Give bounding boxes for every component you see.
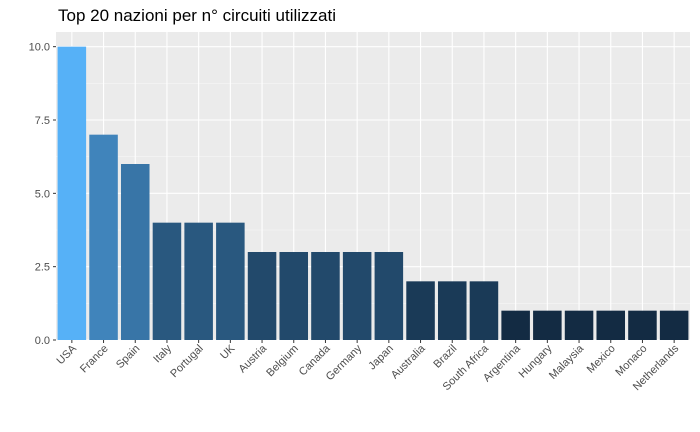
x-tick-label: Italy	[151, 342, 174, 365]
bar	[342, 252, 372, 340]
x-tick-label: Portugal	[168, 343, 205, 380]
x-tick-label: Australia	[389, 342, 428, 381]
plot-panel	[56, 32, 690, 340]
x-tick-label: Malaysia	[547, 342, 587, 382]
x-tick-label: Belgium	[264, 343, 301, 380]
chart-title: Top 20 nazioni per n° circuiti utilizzat…	[58, 6, 336, 25]
bar	[279, 252, 309, 340]
bar	[469, 281, 499, 340]
x-tick-label: France	[78, 343, 111, 376]
bar	[659, 310, 689, 340]
x-tick-label: USA	[54, 342, 79, 367]
bar	[564, 310, 594, 340]
x-tick-label: Germany	[324, 342, 365, 383]
bar	[89, 134, 118, 340]
bars	[57, 46, 689, 341]
y-tick-label: 2.5	[35, 262, 50, 274]
bar	[374, 252, 404, 340]
x-tick-label: Japan	[366, 343, 396, 373]
x-tick-label: Brazil	[431, 343, 459, 371]
bar	[216, 222, 245, 340]
bar	[437, 281, 467, 340]
y-tick-label: 7.5	[35, 115, 50, 127]
bar	[406, 281, 435, 340]
bar	[596, 310, 626, 340]
bar	[184, 222, 213, 340]
bar	[501, 310, 530, 340]
bar	[533, 310, 562, 340]
y-tick-label: 5.0	[35, 188, 50, 200]
x-tick-label: UK	[218, 342, 238, 362]
y-tick-label: 0.0	[35, 335, 50, 347]
bar	[57, 46, 87, 341]
x-tick-label: Spain	[114, 343, 142, 371]
bar	[152, 222, 182, 340]
bar	[628, 310, 657, 340]
bar	[311, 252, 340, 340]
bar	[247, 252, 277, 340]
bar	[120, 164, 150, 340]
y-axis: 0.0 2.5 5.0 7.5 10.0	[29, 42, 56, 347]
y-tick-label: 10.0	[29, 42, 50, 54]
